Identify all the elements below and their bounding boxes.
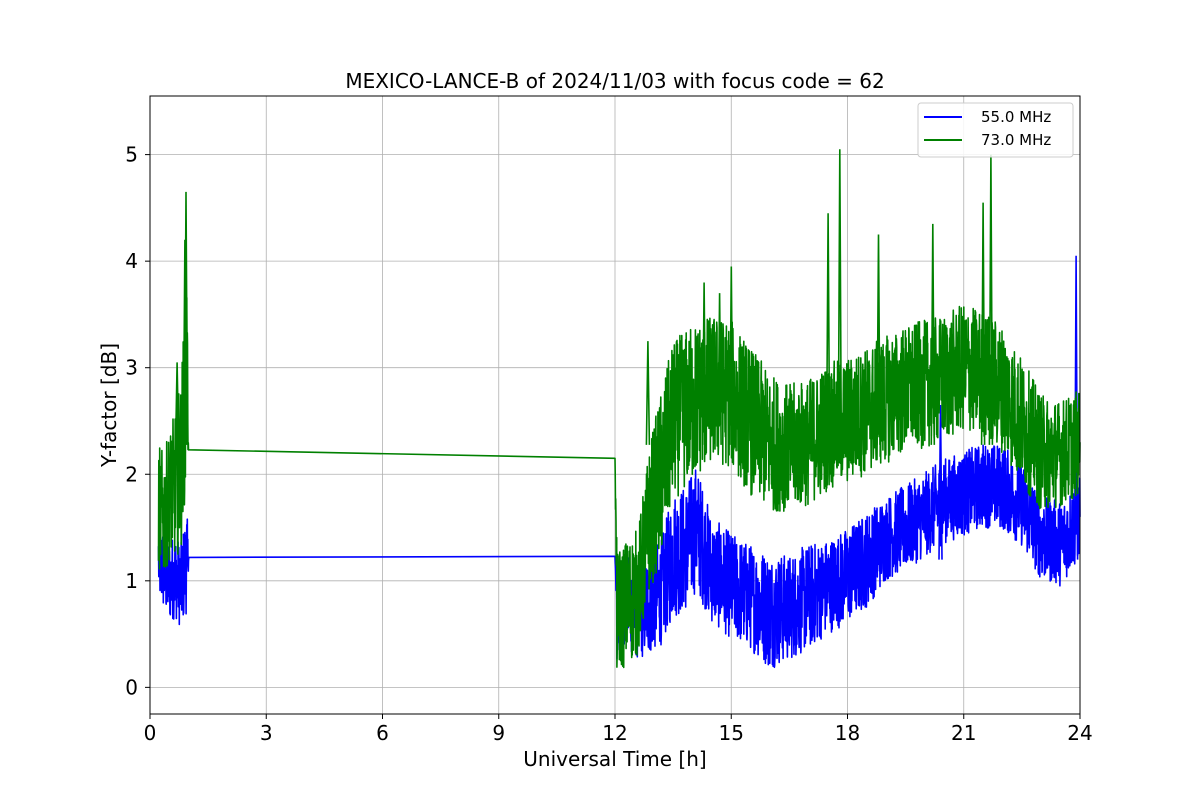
- y-tick-label: 5: [125, 143, 138, 167]
- x-tick-label: 21: [951, 721, 976, 745]
- y-tick-label: 0: [125, 675, 138, 699]
- series-spike: [182, 239, 188, 445]
- series-line-55mhz: [157, 444, 1081, 669]
- series-spike: [980, 202, 986, 445]
- series-spike: [717, 293, 722, 445]
- y-tick-label: 4: [125, 249, 138, 273]
- series-spike: [930, 223, 936, 445]
- series-spike: [645, 341, 651, 445]
- x-tick-label: 15: [719, 721, 744, 745]
- x-tick-label: 9: [492, 721, 505, 745]
- series-spike: [876, 234, 881, 445]
- series-layer: [157, 149, 1081, 669]
- x-tick-label: 24: [1067, 721, 1092, 745]
- series-spike: [825, 213, 831, 445]
- series-spike: [174, 362, 180, 445]
- x-tick-label: 3: [260, 721, 273, 745]
- series-spike: [837, 149, 843, 445]
- chart-title: MEXICO-LANCE-B of 2024/11/03 with focus …: [345, 69, 884, 93]
- x-tick-label: 18: [835, 721, 860, 745]
- y-axis-label: Y-factor [dB]: [97, 343, 121, 468]
- y-tick-label: 3: [125, 356, 138, 380]
- legend-label-73mhz: 73.0 MHz: [981, 131, 1051, 149]
- legend-label-55mhz: 55.0 MHz: [981, 108, 1051, 126]
- series-spike: [701, 282, 707, 445]
- legend: 55.0 MHz 73.0 MHz: [917, 102, 1074, 158]
- x-tick-label: 6: [376, 721, 389, 745]
- x-tick-label: 0: [144, 721, 157, 745]
- y-tick-label: 1: [125, 569, 138, 593]
- x-tick-label: 12: [602, 721, 627, 745]
- series-line-73mhz: [157, 297, 1081, 669]
- series-spike: [938, 404, 943, 560]
- x-axis-label: Universal Time [h]: [523, 747, 706, 771]
- series-spike: [729, 266, 734, 445]
- y-tick-label: 2: [125, 462, 138, 486]
